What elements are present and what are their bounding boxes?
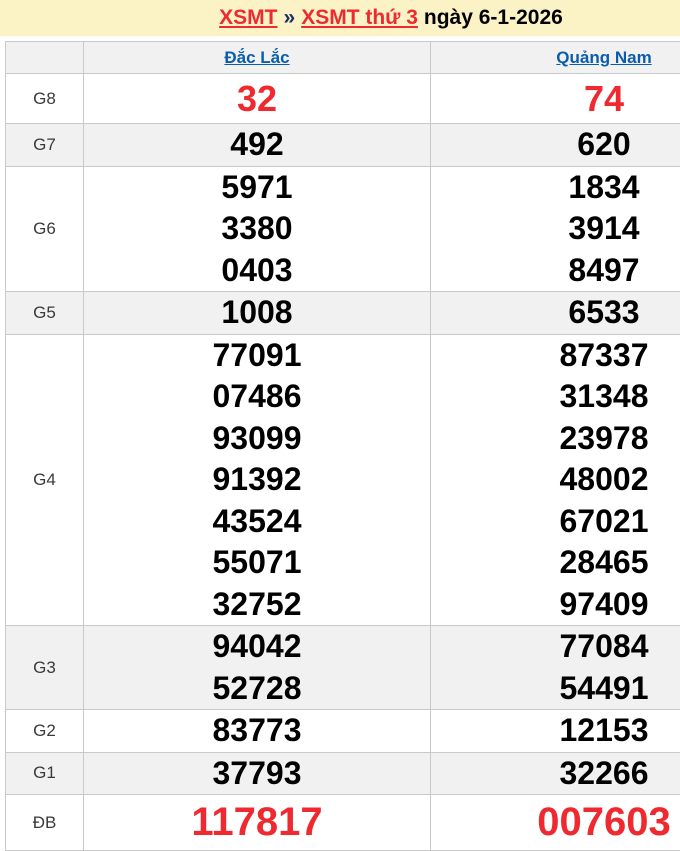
result-number: 54491 — [431, 668, 680, 710]
title-band: XSMT » XSMT thứ 3 ngày 6-1-2026 — [0, 0, 680, 36]
province-header-dac-lac: Đắc Lắc — [84, 42, 431, 74]
result-cell-dac-lac: 492 — [84, 124, 431, 167]
result-number: 620 — [431, 124, 680, 166]
result-number: 117817 — [84, 795, 430, 850]
result-number: 55071 — [84, 542, 430, 584]
result-number: 5971 — [84, 167, 430, 209]
prize-label: ĐB — [6, 795, 84, 851]
result-number: 28465 — [431, 542, 680, 584]
result-number: 94042 — [84, 626, 430, 668]
result-number: 87337 — [431, 335, 680, 377]
result-cell-dac-lac: 117817 — [84, 795, 431, 851]
result-cell-quang-nam: 6533 — [431, 292, 680, 335]
result-cell-quang-nam: 74 — [431, 74, 680, 124]
result-number: 07486 — [84, 376, 430, 418]
result-number: 67021 — [431, 501, 680, 543]
result-number: 74 — [431, 74, 680, 123]
result-number: 6533 — [431, 292, 680, 334]
result-number: 1008 — [84, 292, 430, 334]
breadcrumb-link-xsmt[interactable]: XSMT — [219, 6, 277, 30]
result-number: 83773 — [84, 710, 430, 752]
result-number: 77084 — [431, 626, 680, 668]
prize-label: G3 — [6, 626, 84, 710]
result-cell-dac-lac: 83773 — [84, 710, 431, 753]
prize-label: G2 — [6, 710, 84, 753]
prize-label: G8 — [6, 74, 84, 124]
result-number: 31348 — [431, 376, 680, 418]
result-number: 77091 — [84, 335, 430, 377]
result-number: 32266 — [431, 753, 680, 795]
result-number: 93099 — [84, 418, 430, 460]
result-number: 23978 — [431, 418, 680, 460]
result-number: 3914 — [431, 208, 680, 250]
result-cell-quang-nam: 12153 — [431, 710, 680, 753]
result-cell-quang-nam: 32266 — [431, 752, 680, 795]
header-row: Đắc Lắc Quảng Nam — [6, 42, 680, 74]
result-number: 1834 — [431, 167, 680, 209]
province-link-quang-nam[interactable]: Quảng Nam — [556, 48, 651, 67]
province-link-dac-lac[interactable]: Đắc Lắc — [224, 48, 289, 67]
prize-label: G5 — [6, 292, 84, 335]
prize-label: G1 — [6, 752, 84, 795]
prize-label: G7 — [6, 124, 84, 167]
result-number: 007603 — [431, 795, 680, 850]
result-number: 43524 — [84, 501, 430, 543]
result-number: 12153 — [431, 710, 680, 752]
result-number: 52728 — [84, 668, 430, 710]
breadcrumb-link-xsmt-day[interactable]: XSMT thứ 3 — [301, 6, 418, 30]
result-number: 8497 — [431, 250, 680, 292]
result-number: 97409 — [431, 584, 680, 626]
prize-label: G6 — [6, 166, 84, 292]
result-cell-quang-nam: 007603 — [431, 795, 680, 851]
result-cell-dac-lac: 1008 — [84, 292, 431, 335]
result-number: 492 — [84, 124, 430, 166]
result-number: 32 — [84, 74, 430, 123]
draw-date: ngày 6-1-2026 — [424, 6, 563, 30]
result-number: 37793 — [84, 753, 430, 795]
result-number: 0403 — [84, 250, 430, 292]
result-number: 91392 — [84, 459, 430, 501]
result-number: 32752 — [84, 584, 430, 626]
result-cell-dac-lac: 32 — [84, 74, 431, 124]
breadcrumb-separator: » — [284, 6, 296, 30]
result-number: 3380 — [84, 208, 430, 250]
result-cell-quang-nam: 620 — [431, 124, 680, 167]
corner-cell — [6, 42, 84, 74]
result-number: 48002 — [431, 459, 680, 501]
result-cell-dac-lac: 37793 — [84, 752, 431, 795]
prize-label: G4 — [6, 334, 84, 626]
province-header-quang-nam: Quảng Nam — [431, 42, 680, 74]
